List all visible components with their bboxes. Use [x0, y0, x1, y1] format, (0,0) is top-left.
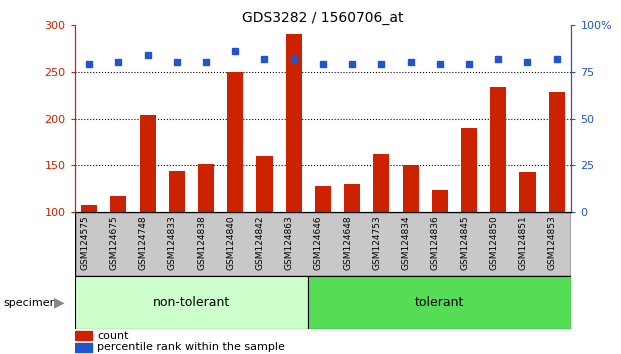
Bar	[169, 171, 185, 212]
Bar	[227, 72, 243, 212]
Text: count: count	[97, 331, 129, 341]
Bar	[75, 343, 92, 352]
Text: GSM124833: GSM124833	[168, 216, 177, 270]
Text: GSM124675: GSM124675	[109, 216, 119, 270]
Text: non-tolerant: non-tolerant	[153, 296, 230, 309]
Text: GSM124753: GSM124753	[373, 216, 381, 270]
Text: GSM124850: GSM124850	[489, 216, 498, 270]
Bar	[75, 331, 92, 341]
Text: GSM124836: GSM124836	[431, 216, 440, 270]
Bar	[256, 156, 273, 212]
Bar	[519, 172, 535, 212]
Bar	[373, 154, 389, 212]
Text: GSM124838: GSM124838	[197, 216, 206, 270]
Bar	[286, 34, 302, 212]
Bar	[315, 186, 331, 212]
Bar	[81, 205, 97, 212]
Bar	[344, 184, 360, 212]
Text: tolerant: tolerant	[415, 296, 465, 309]
Bar	[549, 92, 564, 212]
Bar	[490, 87, 506, 212]
Bar	[402, 165, 419, 212]
Text: GSM124648: GSM124648	[343, 216, 352, 270]
Text: GSM124646: GSM124646	[314, 216, 323, 270]
Text: GSM124842: GSM124842	[255, 216, 265, 270]
Bar	[140, 115, 156, 212]
Text: GSM124863: GSM124863	[284, 216, 294, 270]
Text: GSM124853: GSM124853	[548, 216, 556, 270]
Text: percentile rank within the sample: percentile rank within the sample	[97, 342, 285, 352]
Bar	[198, 164, 214, 212]
Text: GSM124575: GSM124575	[80, 216, 89, 270]
Text: GSM124840: GSM124840	[226, 216, 235, 270]
Text: ▶: ▶	[53, 296, 65, 310]
Bar	[75, 276, 308, 329]
Bar	[75, 212, 571, 276]
Text: GDS3282 / 1560706_at: GDS3282 / 1560706_at	[242, 11, 404, 25]
Text: GSM124845: GSM124845	[460, 216, 469, 270]
Text: GSM124834: GSM124834	[402, 216, 410, 270]
Bar	[308, 276, 571, 329]
Bar	[461, 128, 477, 212]
Text: specimen: specimen	[3, 298, 57, 308]
Bar	[432, 190, 448, 212]
Bar	[111, 195, 127, 212]
Text: GSM124748: GSM124748	[138, 216, 148, 270]
Text: GSM124851: GSM124851	[519, 216, 527, 270]
